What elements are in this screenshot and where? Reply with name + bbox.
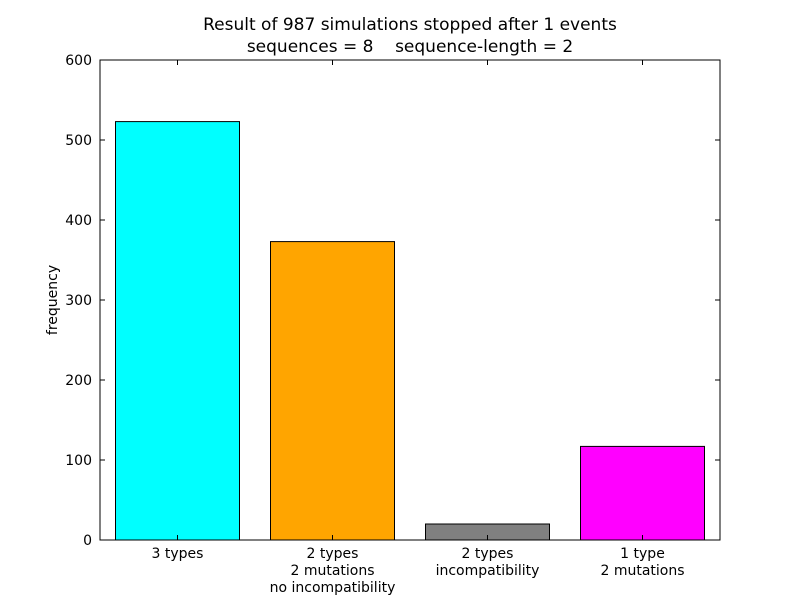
bars — [115, 121, 705, 541]
y-tick-label-600: 600 — [65, 53, 92, 69]
x-tick-label-4: 1 type 2 mutations — [600, 546, 684, 579]
plot-frame — [99, 59, 721, 541]
x-tick-label-line: 1 type — [620, 546, 665, 562]
x-tick-label-line: incompatibility — [436, 563, 540, 579]
ticks: 3 types 2 types 2 mutations no incompatibil… — [65, 53, 720, 596]
y-tick-label-100: 100 — [65, 453, 92, 469]
y-tick-label-400: 400 — [65, 213, 92, 229]
x-tick-label-1: 3 types — [152, 546, 204, 562]
y-tick-label-200: 200 — [65, 373, 92, 389]
x-tick-label-line: 2 types — [307, 546, 359, 562]
y-tick-label-0: 0 — [83, 533, 92, 549]
bar-2 — [270, 241, 395, 541]
y-tick-label-500: 500 — [65, 133, 92, 149]
chart-title: Result of 987 simulations stopped after … — [203, 15, 617, 35]
chart-subtitle: sequences = 8 sequence-length = 2 — [247, 37, 573, 57]
x-tick-label-2: 2 types 2 mutations no incompatibility — [270, 546, 396, 596]
y-axis-label: frequency — [45, 265, 61, 335]
x-tick-label-line: 2 types — [462, 546, 514, 562]
x-tick-label-line: 2 mutations — [290, 563, 374, 579]
x-tick-label-line: no incompatibility — [270, 580, 396, 596]
x-tick-label-3: 2 types incompatibility — [436, 546, 540, 579]
y-tick-label-300: 300 — [65, 293, 92, 309]
bar-4 — [580, 445, 705, 541]
x-tick-label-line: 2 mutations — [600, 563, 684, 579]
x-tick-label-line: 3 types — [152, 546, 204, 562]
bar-1 — [115, 121, 240, 541]
